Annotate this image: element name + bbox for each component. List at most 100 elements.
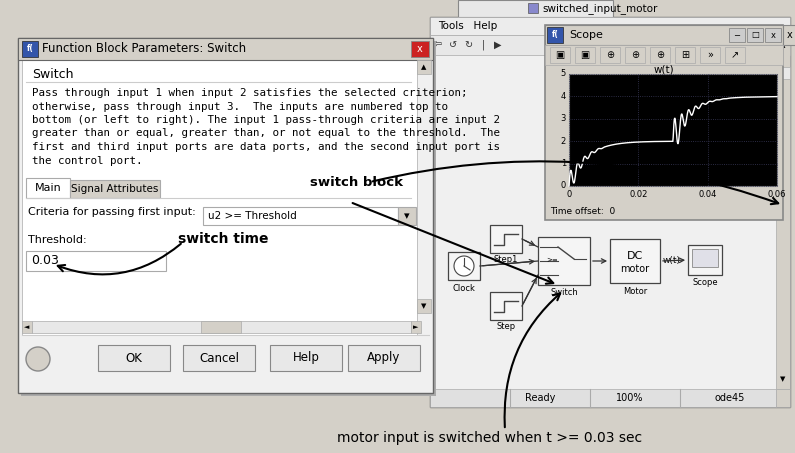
Text: the control port.: the control port. (32, 155, 142, 165)
Text: Step1: Step1 (494, 255, 518, 264)
FancyBboxPatch shape (547, 27, 563, 43)
Circle shape (454, 256, 474, 276)
Text: switched_input_motor: switched_input_motor (542, 4, 657, 14)
FancyBboxPatch shape (625, 47, 645, 63)
Text: x: x (787, 30, 793, 40)
Text: x: x (770, 30, 775, 39)
Text: 1: 1 (560, 159, 566, 168)
FancyBboxPatch shape (692, 249, 718, 267)
Text: u2 >= Threshold: u2 >= Threshold (208, 211, 297, 221)
Text: motor: motor (620, 264, 650, 274)
Text: ▾: ▾ (404, 211, 409, 221)
FancyBboxPatch shape (348, 345, 420, 371)
Text: 0: 0 (566, 190, 572, 199)
Text: bottom (or left to right). The input 1 pass-through criteria are input 2: bottom (or left to right). The input 1 p… (32, 115, 500, 125)
FancyBboxPatch shape (610, 239, 660, 283)
Text: Cancel: Cancel (199, 352, 239, 365)
Text: 0.06: 0.06 (768, 190, 786, 199)
FancyBboxPatch shape (430, 35, 790, 55)
FancyBboxPatch shape (22, 321, 32, 333)
Text: Function Block Parameters: Switch: Function Block Parameters: Switch (42, 43, 246, 56)
Text: f(: f( (26, 44, 33, 53)
Text: 4: 4 (560, 92, 566, 101)
FancyBboxPatch shape (448, 252, 480, 280)
FancyBboxPatch shape (22, 60, 417, 335)
FancyBboxPatch shape (458, 0, 613, 17)
FancyBboxPatch shape (203, 207, 398, 225)
Text: switch block: switch block (310, 175, 403, 188)
Text: ▲: ▲ (781, 42, 785, 48)
FancyBboxPatch shape (270, 345, 342, 371)
Text: ─: ─ (735, 30, 739, 39)
Text: ⇦: ⇦ (434, 40, 442, 50)
Text: w(t): w(t) (653, 64, 674, 74)
Text: 0.02: 0.02 (629, 190, 647, 199)
Text: ↻: ↻ (464, 40, 472, 50)
Text: Help: Help (293, 352, 320, 365)
Text: x: x (417, 44, 423, 54)
Text: ⊕: ⊕ (656, 50, 664, 60)
Text: otherwise, pass through input 3.  The inputs are numbered top to: otherwise, pass through input 3. The inp… (32, 101, 448, 111)
Text: Ready: Ready (525, 393, 555, 403)
FancyBboxPatch shape (32, 321, 411, 333)
FancyBboxPatch shape (688, 245, 722, 275)
FancyBboxPatch shape (398, 207, 416, 225)
FancyBboxPatch shape (430, 17, 790, 407)
Text: Signal Attributes: Signal Attributes (72, 184, 159, 194)
Text: 0: 0 (560, 182, 566, 191)
FancyBboxPatch shape (528, 3, 538, 13)
Text: ▲: ▲ (421, 64, 427, 70)
FancyBboxPatch shape (725, 47, 745, 63)
FancyBboxPatch shape (550, 47, 570, 63)
FancyBboxPatch shape (18, 38, 433, 60)
FancyBboxPatch shape (776, 67, 790, 79)
Text: OK: OK (126, 352, 142, 365)
Text: 100%: 100% (616, 393, 644, 403)
Text: Criteria for passing first input:: Criteria for passing first input: (28, 207, 196, 217)
Text: ▶: ▶ (494, 40, 502, 50)
Text: 2: 2 (560, 137, 566, 146)
FancyBboxPatch shape (411, 41, 429, 57)
Text: ▼: ▼ (781, 376, 785, 382)
Circle shape (26, 347, 50, 371)
FancyBboxPatch shape (650, 47, 670, 63)
Text: 5: 5 (560, 69, 566, 78)
FancyBboxPatch shape (776, 389, 790, 407)
Text: ⊕: ⊕ (606, 50, 614, 60)
Text: motor input is switched when t >= 0.03 sec: motor input is switched when t >= 0.03 s… (337, 431, 642, 445)
Text: ▣: ▣ (556, 50, 564, 60)
Text: ↗: ↗ (731, 50, 739, 60)
FancyBboxPatch shape (21, 41, 436, 396)
Text: □: □ (751, 30, 759, 39)
FancyBboxPatch shape (765, 28, 781, 42)
Text: f(: f( (552, 30, 558, 39)
Text: Threshold:: Threshold: (28, 235, 87, 245)
Text: Tools   Help: Tools Help (438, 21, 497, 31)
Text: Motor: Motor (622, 287, 647, 296)
Text: Switch: Switch (550, 288, 578, 297)
Text: ⊕: ⊕ (631, 50, 639, 60)
FancyBboxPatch shape (783, 25, 795, 45)
Text: w(t): w(t) (663, 256, 681, 265)
FancyBboxPatch shape (411, 321, 421, 333)
Text: Apply: Apply (367, 352, 401, 365)
Text: Scope: Scope (692, 278, 718, 287)
Text: 0.03: 0.03 (31, 255, 59, 268)
FancyBboxPatch shape (430, 17, 790, 35)
FancyBboxPatch shape (417, 60, 431, 74)
Text: DC: DC (627, 251, 643, 261)
FancyBboxPatch shape (600, 47, 620, 63)
Text: ode45: ode45 (715, 393, 745, 403)
FancyBboxPatch shape (545, 25, 783, 45)
FancyBboxPatch shape (98, 345, 170, 371)
Text: ↺: ↺ (449, 40, 457, 50)
FancyBboxPatch shape (545, 25, 783, 220)
Text: switch time: switch time (178, 232, 269, 246)
FancyBboxPatch shape (700, 47, 720, 63)
Text: Time offset:  0: Time offset: 0 (550, 207, 615, 217)
Text: Pass through input 1 when input 2 satisfies the selected criterion;: Pass through input 1 when input 2 satisf… (32, 88, 467, 98)
FancyBboxPatch shape (417, 299, 431, 313)
Text: Switch: Switch (32, 68, 73, 81)
Text: 0.04: 0.04 (699, 190, 717, 199)
FancyBboxPatch shape (26, 178, 70, 198)
